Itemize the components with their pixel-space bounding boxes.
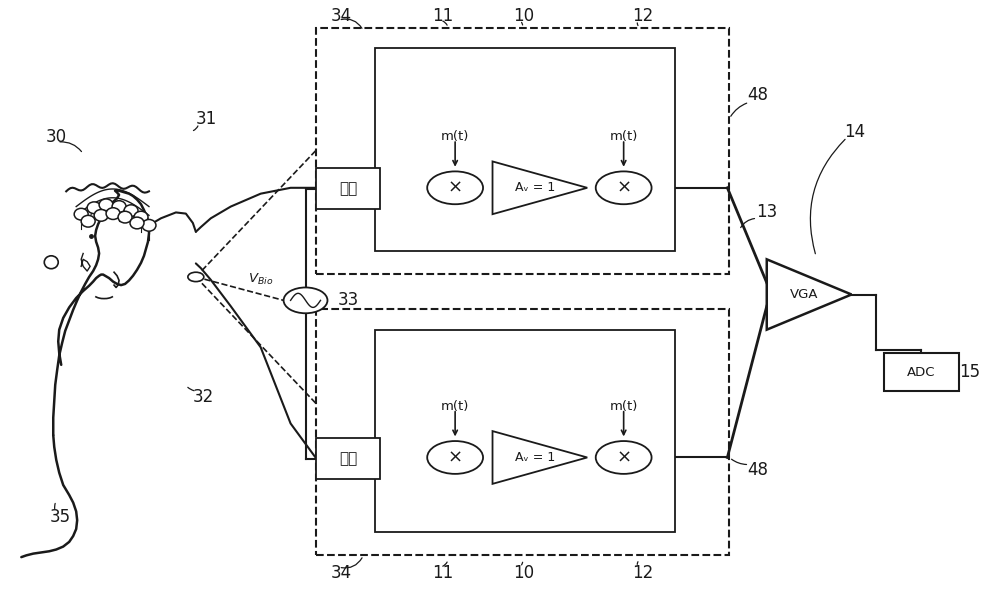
Circle shape (427, 441, 483, 474)
Text: 探针: 探针 (339, 451, 357, 466)
Text: ADC: ADC (907, 366, 936, 379)
Text: 34: 34 (330, 7, 352, 25)
Text: 12: 12 (632, 564, 653, 582)
Ellipse shape (99, 199, 113, 211)
Bar (316, 28, 729, 274)
Circle shape (188, 272, 204, 282)
Text: Aᵥ = 1: Aᵥ = 1 (515, 181, 555, 194)
Text: m(t): m(t) (441, 130, 469, 143)
Circle shape (596, 441, 652, 474)
Text: 48: 48 (747, 461, 768, 479)
Bar (316, 438, 380, 479)
Text: VGA: VGA (790, 288, 818, 301)
Text: 35: 35 (49, 508, 70, 526)
Ellipse shape (87, 202, 101, 214)
Circle shape (596, 171, 652, 204)
Text: 11: 11 (432, 7, 453, 25)
Text: $V_{Bio}$: $V_{Bio}$ (248, 272, 274, 287)
Ellipse shape (112, 201, 126, 213)
Polygon shape (493, 161, 587, 214)
Text: m(t): m(t) (609, 400, 638, 413)
Ellipse shape (74, 209, 88, 220)
Text: 31: 31 (196, 110, 217, 128)
Text: 10: 10 (513, 7, 534, 25)
Polygon shape (493, 431, 587, 484)
Text: ×: × (448, 448, 463, 466)
Text: ×: × (448, 179, 463, 197)
Text: m(t): m(t) (441, 400, 469, 413)
Bar (316, 168, 380, 210)
Text: 34: 34 (330, 564, 352, 582)
Bar (375, 330, 675, 532)
Ellipse shape (106, 208, 120, 220)
Text: 48: 48 (747, 86, 768, 104)
Text: 12: 12 (632, 7, 653, 25)
Circle shape (427, 171, 483, 204)
Ellipse shape (142, 220, 156, 231)
Ellipse shape (81, 216, 95, 227)
Ellipse shape (94, 210, 108, 221)
Polygon shape (767, 259, 852, 330)
Text: Aᵥ = 1: Aᵥ = 1 (515, 451, 555, 464)
Ellipse shape (134, 211, 148, 223)
Ellipse shape (118, 211, 132, 223)
Text: 33: 33 (337, 292, 359, 309)
Text: ×: × (616, 179, 631, 197)
Circle shape (284, 287, 327, 313)
Text: 探针: 探针 (339, 181, 357, 197)
Bar (375, 48, 675, 250)
Text: 14: 14 (844, 123, 865, 141)
Text: 10: 10 (513, 564, 534, 582)
Text: 11: 11 (432, 564, 453, 582)
Text: 32: 32 (193, 388, 214, 406)
Text: 13: 13 (756, 203, 778, 221)
Bar (316, 309, 729, 555)
Text: 30: 30 (45, 128, 66, 147)
Text: ×: × (616, 448, 631, 466)
Ellipse shape (124, 205, 138, 217)
Ellipse shape (44, 256, 58, 269)
Text: 15: 15 (959, 363, 980, 381)
Ellipse shape (130, 217, 144, 229)
Bar (884, 353, 959, 391)
Text: m(t): m(t) (609, 130, 638, 143)
